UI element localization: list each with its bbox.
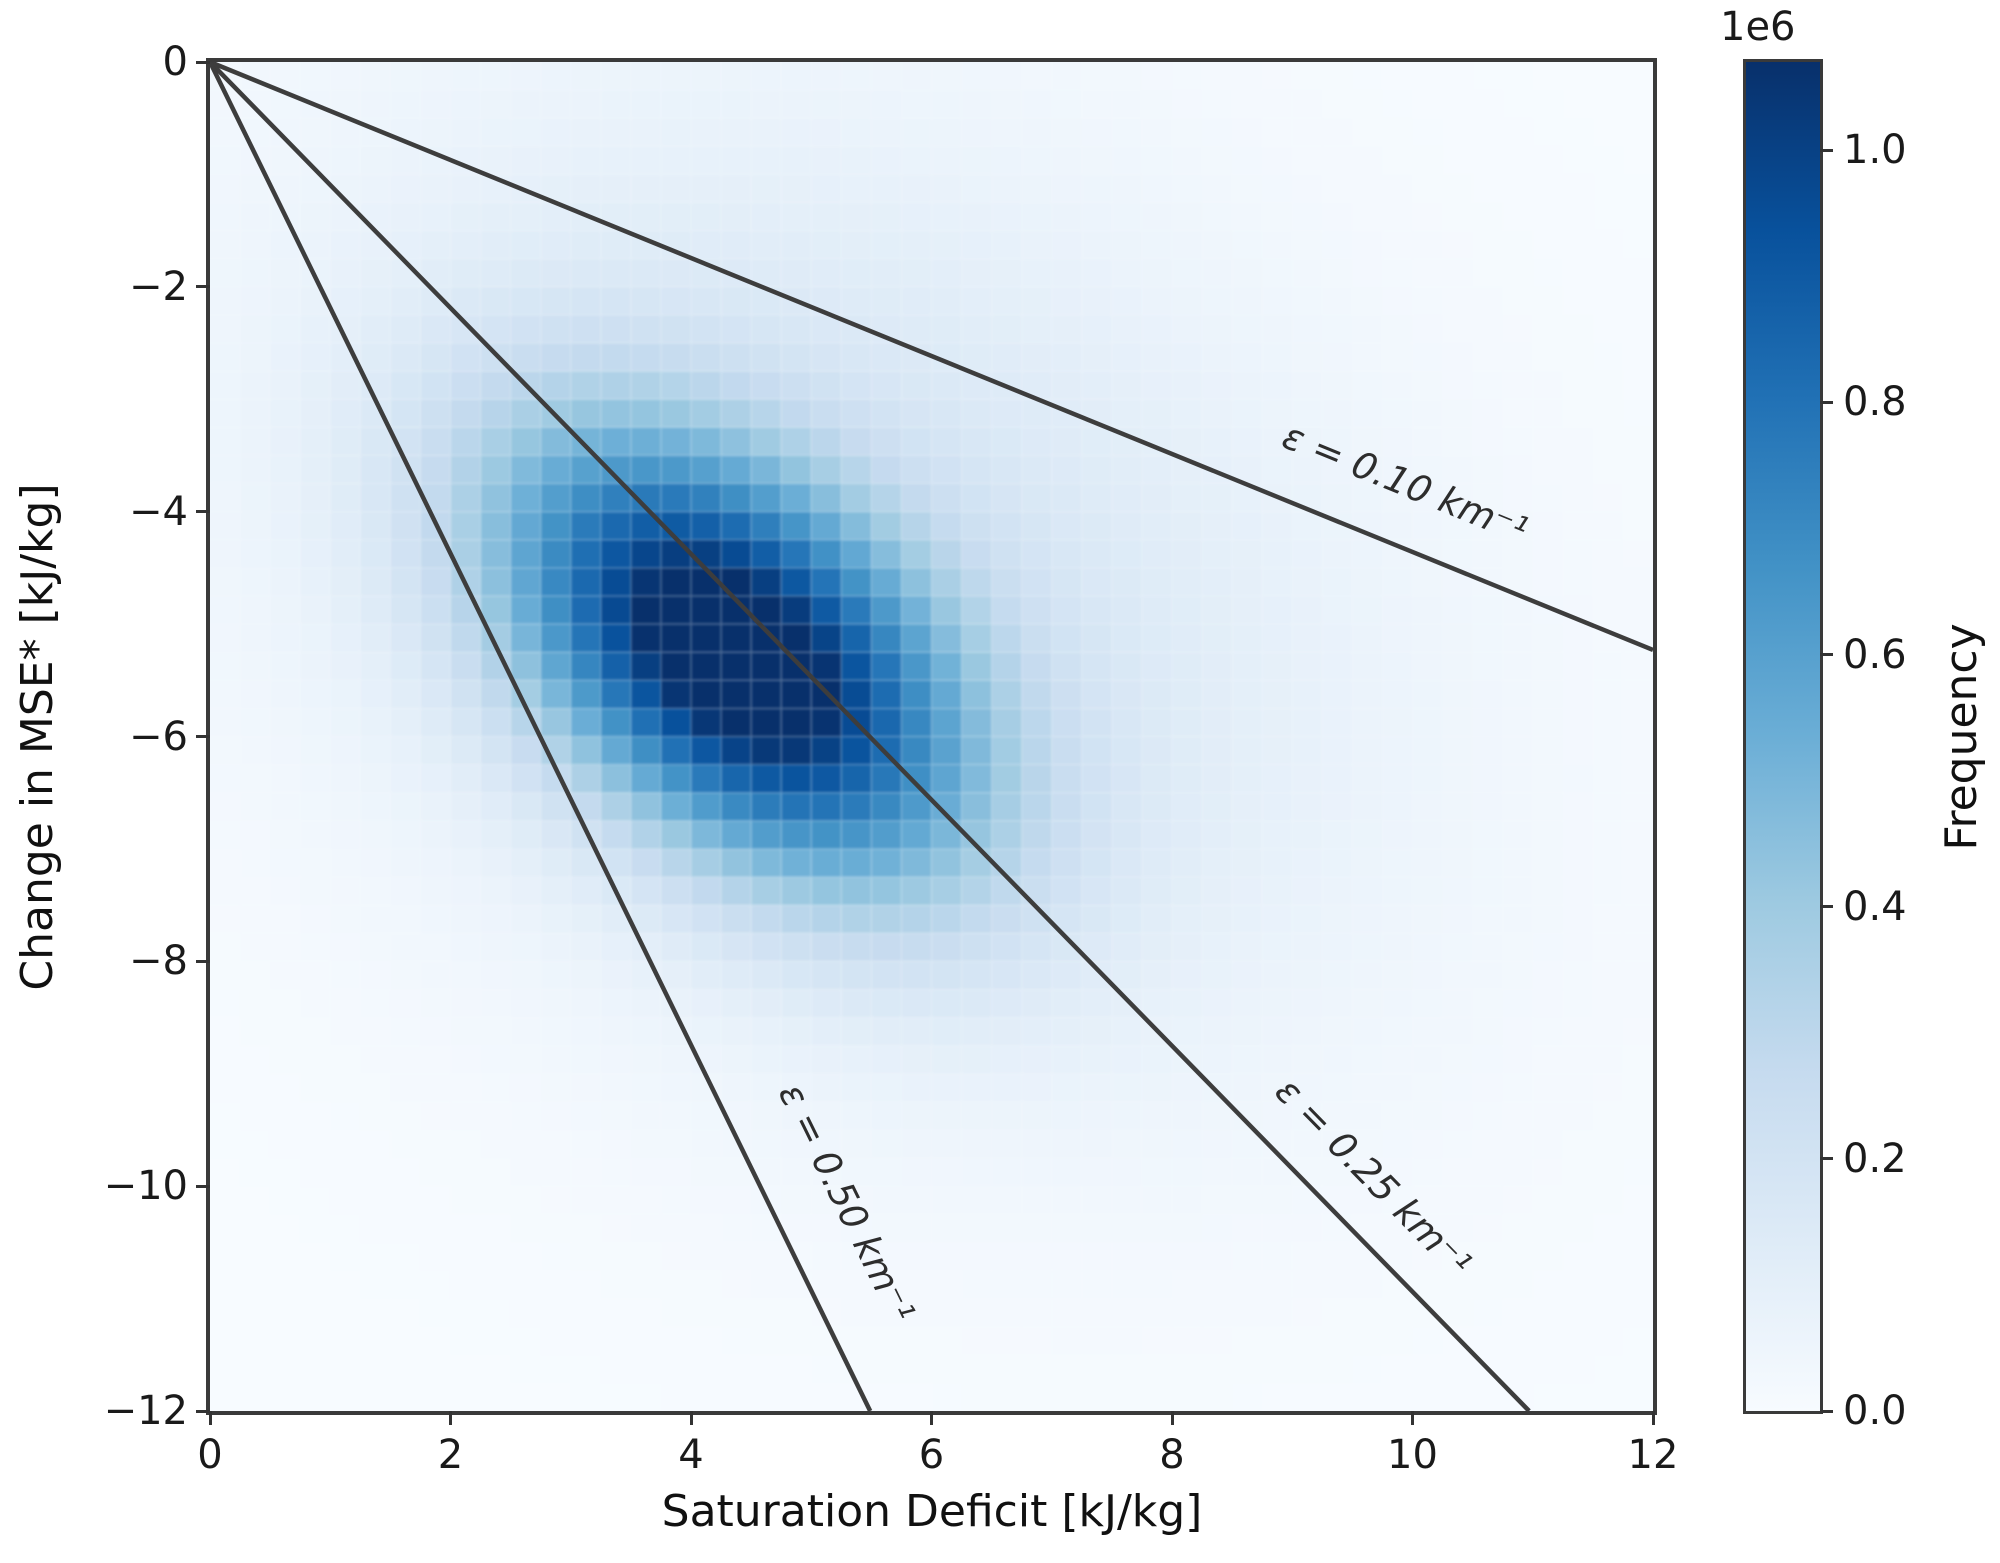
y-tick-label--12: −12: [103, 1388, 188, 1434]
x-tick-mark-2: [449, 1411, 452, 1425]
x-tick-mark-0: [208, 1411, 212, 1425]
y-tick-mark--2: [196, 285, 210, 289]
x-tick-mark-10: [1411, 1411, 1414, 1425]
y-tick-mark--12: [196, 1409, 210, 1413]
epsilon-line-label-0.5: ε = 0.50 km⁻¹: [770, 1077, 923, 1330]
colorbar-tick-label-0.4: 0.4: [1843, 883, 1907, 930]
colorbar-gradient: [1746, 62, 1820, 1411]
colorbar-tick-mark-0.8: [1820, 400, 1833, 404]
y-tick-label--6: −6: [129, 713, 188, 760]
x-tick-label-0: 0: [197, 1432, 223, 1478]
y-axis-label: Change in MSE* [kJ/kg]: [12, 483, 63, 991]
x-axis-label: Saturation Deficit [kJ/kg]: [661, 1486, 1203, 1537]
colorbar-tick-label-1.0: 1.0: [1843, 127, 1907, 174]
colorbar-tick-label-0.8: 0.8: [1843, 379, 1907, 426]
epsilon-line-0.5: [207, 61, 873, 1412]
overlay-lines-svg: ε = 0.10 km⁻¹ε = 0.25 km⁻¹ε = 0.50 km⁻¹: [207, 59, 1654, 1413]
colorbar-tick-mark-0.0: [1820, 1409, 1833, 1413]
epsilon-line-label-0.1: ε = 0.10 km⁻¹: [1276, 414, 1533, 552]
colorbar-tick-mark-1.0: [1820, 148, 1833, 152]
y-tick-mark--6: [196, 735, 210, 738]
colorbar-tick-label-0.0: 0.0: [1843, 1388, 1907, 1434]
heatmap-canvas: [210, 62, 1653, 1411]
x-tick-mark-12: [1651, 1411, 1655, 1425]
x-tick-mark-6: [930, 1411, 933, 1425]
y-tick-mark--10: [196, 1184, 210, 1188]
colorbar-tick-label-0.6: 0.6: [1843, 631, 1907, 678]
colorbar-tick-mark-0.6: [1820, 653, 1833, 657]
x-tick-label-12: 12: [1627, 1432, 1679, 1478]
x-tick-label-4: 4: [678, 1432, 704, 1478]
colorbar-tick-label-0.2: 0.2: [1843, 1135, 1907, 1182]
epsilon-line-0.1: [209, 59, 1654, 653]
x-tick-mark-8: [1170, 1411, 1174, 1425]
colorbar-scale-label: 1e6: [1720, 4, 1796, 50]
x-tick-label-10: 10: [1387, 1432, 1438, 1478]
y-tick-label--10: −10: [103, 1163, 188, 1210]
y-tick-mark--4: [196, 510, 210, 514]
y-tick-label--2: −2: [129, 263, 188, 310]
y-tick-label-0: 0: [162, 39, 188, 85]
y-tick-mark-0: [196, 60, 210, 64]
x-tick-label-8: 8: [1159, 1432, 1185, 1478]
x-tick-label-6: 6: [918, 1432, 945, 1478]
y-tick-label--4: −4: [129, 488, 188, 535]
colorbar-label: Frequency: [1936, 623, 1987, 851]
colorbar-tick-mark-0.2: [1820, 1157, 1833, 1161]
colorbar-tick-mark-0.4: [1820, 905, 1833, 909]
y-tick-label--8: −8: [129, 938, 188, 985]
epsilon-line-0.25: [208, 60, 1531, 1413]
y-tick-mark--8: [196, 959, 210, 963]
x-tick-mark-4: [689, 1411, 693, 1425]
x-tick-label-2: 2: [437, 1432, 464, 1478]
